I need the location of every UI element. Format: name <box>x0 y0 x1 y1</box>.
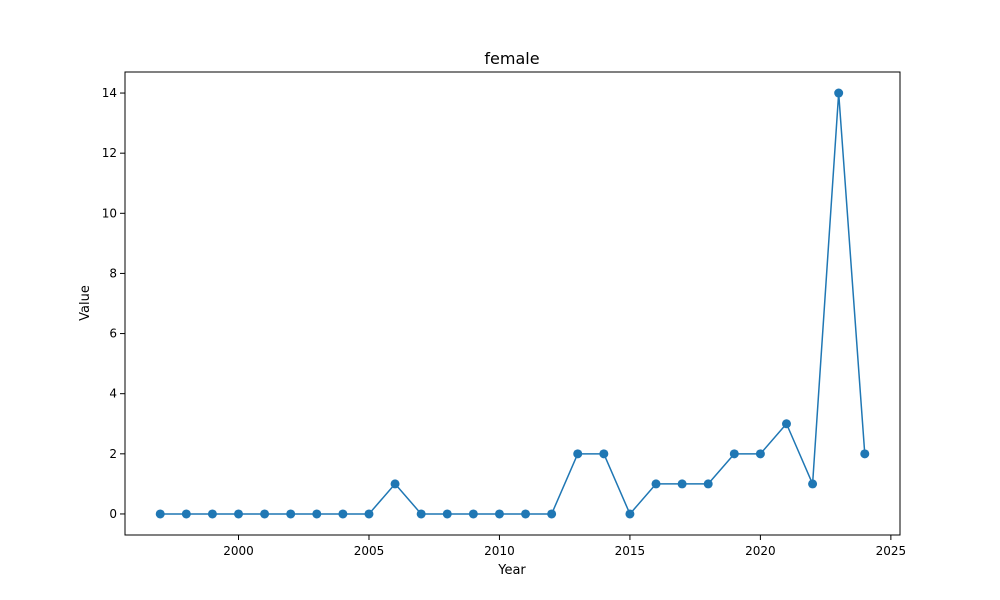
x-tick-label: 2005 <box>354 544 385 558</box>
x-tick-label: 2015 <box>615 544 646 558</box>
data-point <box>155 509 165 519</box>
x-axis-label: Year <box>497 563 526 578</box>
x-axis: 2000 2005 2010 2015 2020 2025 <box>223 535 906 558</box>
data-point <box>625 509 635 519</box>
y-axis-label: Value <box>78 285 93 321</box>
data-point <box>834 88 844 98</box>
x-tick-label: 2020 <box>745 544 776 558</box>
data-point <box>573 449 583 459</box>
data-point <box>677 479 687 489</box>
data-point <box>207 509 217 519</box>
data-point <box>390 479 400 489</box>
data-point <box>808 479 818 489</box>
data-point <box>729 449 739 459</box>
y-tick-label: 6 <box>109 327 117 341</box>
data-point <box>442 509 452 519</box>
data-point <box>651 479 661 489</box>
data-point <box>494 509 504 519</box>
data-point <box>468 509 478 519</box>
x-tick-label: 2025 <box>876 544 907 558</box>
y-tick-label: 0 <box>109 507 117 521</box>
chart-title: female <box>484 49 539 68</box>
x-tick-label: 2000 <box>223 544 254 558</box>
data-point <box>260 509 270 519</box>
data-point <box>703 479 713 489</box>
data-point <box>416 509 426 519</box>
data-point <box>599 449 609 459</box>
data-point <box>781 419 791 429</box>
y-tick-label: 2 <box>109 447 117 461</box>
y-tick-label: 10 <box>102 206 117 220</box>
data-point <box>181 509 191 519</box>
data-point <box>234 509 244 519</box>
data-point <box>521 509 531 519</box>
y-tick-label: 14 <box>102 86 117 100</box>
series-line <box>160 92 866 515</box>
x-tick-label: 2010 <box>484 544 515 558</box>
plot-area <box>124 71 901 536</box>
data-point <box>286 509 296 519</box>
data-point <box>338 509 348 519</box>
y-tick-label: 12 <box>102 146 117 160</box>
data-point <box>755 449 765 459</box>
y-tick-label: 8 <box>109 266 117 280</box>
y-tick-label: 4 <box>109 387 117 401</box>
data-point <box>312 509 322 519</box>
data-point <box>364 509 374 519</box>
y-axis: 0 2 4 6 8 10 12 14 <box>102 86 125 521</box>
data-point <box>860 449 870 459</box>
data-point <box>547 509 557 519</box>
series-layer <box>155 88 870 519</box>
